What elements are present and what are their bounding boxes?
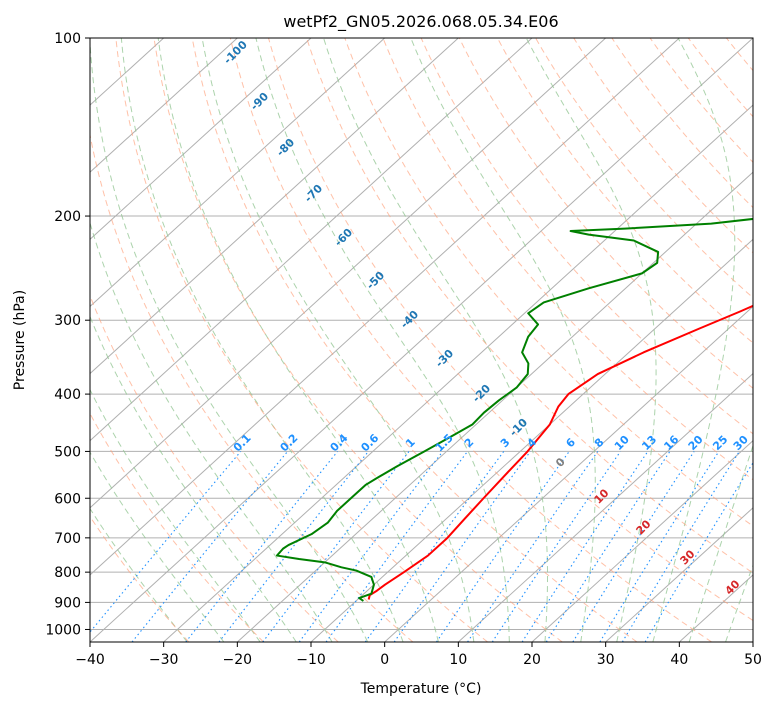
plot-frame [89,37,754,643]
mixing-ratio-line [435,451,570,642]
dry-adiabat-line [765,38,775,642]
dry-adiabat-line [191,38,638,642]
mixing-ratio-line [545,451,671,642]
isotherm-line [90,38,680,576]
y-tick-label: 500 [54,444,81,460]
moist-adiabat-line [90,451,225,642]
dry-adiabat-line [458,38,753,389]
y-tick-label: 200 [54,209,81,225]
moist-adiabat-line [525,38,657,642]
isotherm-line [90,38,312,241]
isotherm-line [90,38,533,442]
moist-adiabats [90,38,775,642]
x-tick-label: 10 [449,652,467,668]
dry-adiabat-line [306,38,753,574]
dry-adiabat-line [115,38,488,642]
moist-adiabat-line [90,38,369,642]
isotherm-line [236,171,753,642]
isotherm-line [163,104,753,642]
isotherm-line [457,372,753,642]
y-tick-label: 300 [54,313,81,329]
grid-lines [90,38,753,642]
moist-adiabat-line [255,38,510,642]
mixing-ratio-line [262,451,410,642]
moist-adiabat-line [410,38,596,642]
x-tick-label: 0 [380,652,389,668]
isotherm-line [90,38,753,642]
isotherm-line [90,38,607,509]
dry-adiabat-line [153,38,563,642]
x-tick-label: 30 [597,652,615,668]
moist-adiabat-line [90,221,333,642]
moist-adiabat-line [90,315,297,642]
sounding-series [275,217,753,602]
temperature-line [367,304,753,600]
y-tick-label: 700 [54,531,81,547]
dry-adiabat-line [649,38,753,163]
mixing-ratio-line [621,451,740,642]
dry-adiabat-line [344,38,753,527]
y-tick-label: 1000 [45,622,81,638]
dry-adiabat-line [90,412,264,642]
moist-adiabat-line [120,38,404,642]
y-tick-label: 100 [54,31,81,47]
mixing-ratio-line [572,451,695,642]
dry-adiabat-line [535,38,753,299]
axes: −40 −30 −20 −10 0 10 20 30 40 50 100 200 300 400 500 60… [45,31,762,668]
isotherm-line [310,238,753,642]
moist-adiabat-line [323,38,549,642]
isotherm-line [384,305,753,642]
dry-adiabat-line [573,38,753,254]
isotherm-line [605,507,753,642]
isotherm-line [90,38,386,308]
mixing-ratio-line [131,451,289,642]
mixing-ratio-lines [90,451,753,642]
isotherm-line [531,439,753,642]
mixing-ratio-line [644,461,753,642]
dewpoint-line [275,217,753,602]
dry-adiabat-line [420,38,753,435]
x-tick-label: 50 [744,652,762,668]
mixing-ratio-line [393,451,531,642]
mixing-ratio-line [599,451,720,642]
x-tick-label: −20 [223,652,253,668]
y-tick-label: 600 [54,491,81,507]
moist-adiabat-line [652,38,736,642]
moist-adiabat-line [688,444,753,642]
mixing-ratio-line [491,451,621,642]
moist-adiabat-line [90,388,261,642]
x-tick-label: −10 [296,652,326,668]
moist-adiabat-line [157,38,439,642]
isotherm-line [90,38,238,173]
mixing-ratio-line [521,451,649,642]
dry-adiabats [90,38,775,642]
y-tick-label: 400 [54,387,81,403]
moist-adiabat-line [201,38,475,642]
mixing-ratio-line [185,451,338,642]
y-axis-label: Pressure (hPa) [12,290,28,390]
y-tick-label: 900 [54,595,81,611]
isotherm-line [752,641,753,642]
dry-adiabat-line [229,38,712,642]
x-tick-label: 20 [523,652,541,668]
dry-adiabat-line [496,38,753,344]
dry-adiabat-line [90,294,339,642]
moist-adiabat-line [762,38,775,642]
x-tick-label: 40 [670,652,688,668]
y-tick-label: 800 [54,565,81,581]
x-axis-label: Temperature (°C) [360,681,482,697]
isotherm-line [90,38,459,375]
x-tick-label: −40 [75,652,105,668]
x-tick-label: −30 [149,652,179,668]
chart-title: wetPf2_GN05.2026.068.05.34.E06 [283,12,558,32]
dry-adiabat-line [90,132,414,642]
mixing-ratio-line [467,451,599,642]
